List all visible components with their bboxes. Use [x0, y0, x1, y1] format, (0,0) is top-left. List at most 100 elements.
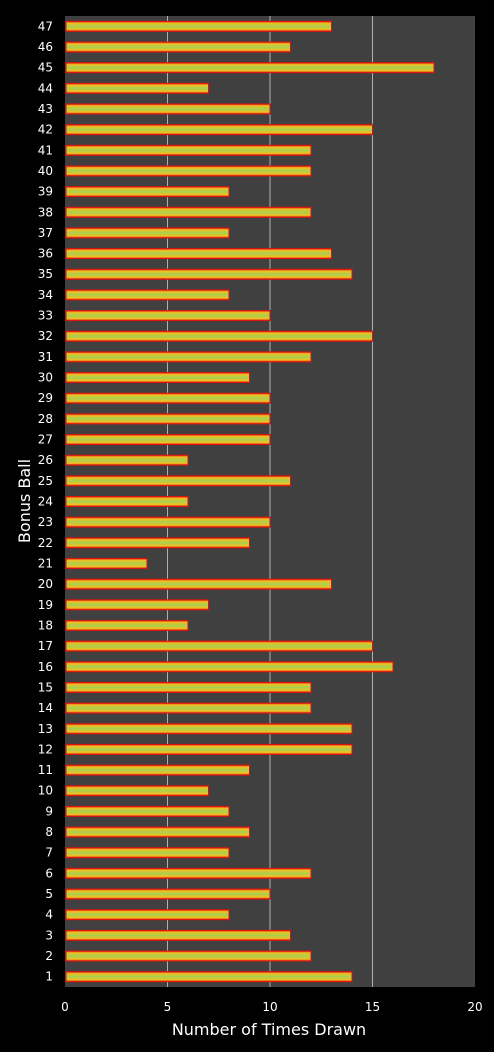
- x-tick-label: 0: [61, 1000, 69, 1014]
- bar-ball-3: [65, 929, 291, 941]
- y-tick-label: 14: [38, 701, 53, 715]
- bar-ball-14: [65, 702, 312, 714]
- bar-ball-5: [65, 888, 271, 900]
- y-tick-label: 32: [38, 329, 53, 343]
- y-tick-label: 2: [45, 949, 53, 963]
- bar-ball-22: [65, 537, 250, 549]
- bar-ball-2: [65, 950, 312, 962]
- bar-ball-39: [65, 186, 230, 198]
- y-tick-label: 35: [38, 267, 53, 281]
- bar-ball-40: [65, 165, 312, 177]
- y-tick-label: 42: [38, 123, 53, 137]
- bar-ball-30: [65, 372, 250, 384]
- y-tick-label: 46: [38, 40, 53, 54]
- x-axis-title: Number of Times Drawn: [172, 1020, 366, 1039]
- x-tick-label: 5: [164, 1000, 172, 1014]
- y-tick-label: 45: [38, 61, 53, 75]
- y-tick-label: 28: [38, 412, 53, 426]
- y-tick-label: 43: [38, 102, 53, 116]
- bar-ball-15: [65, 681, 312, 693]
- bar-ball-20: [65, 578, 332, 590]
- bar-ball-23: [65, 516, 271, 528]
- bar-ball-44: [65, 82, 209, 94]
- bar-ball-43: [65, 103, 271, 115]
- bar-ball-26: [65, 454, 189, 466]
- y-tick-label: 16: [38, 660, 53, 674]
- bar-ball-8: [65, 826, 250, 838]
- y-tick-label: 24: [38, 495, 53, 509]
- bar-ball-47: [65, 20, 332, 32]
- y-tick-label: 26: [38, 453, 53, 467]
- bar-ball-35: [65, 268, 353, 280]
- y-tick-label: 27: [38, 433, 53, 447]
- bar-ball-1: [65, 971, 353, 983]
- bar-ball-45: [65, 62, 435, 74]
- bar-ball-25: [65, 475, 291, 487]
- y-tick-label: 29: [38, 391, 53, 405]
- bar-ball-33: [65, 310, 271, 322]
- y-tick-label: 22: [38, 536, 53, 550]
- bar-ball-17: [65, 640, 373, 652]
- bar-ball-46: [65, 41, 291, 53]
- bar-ball-27: [65, 434, 271, 446]
- y-tick-label: 20: [38, 577, 53, 591]
- y-tick-label: 31: [38, 350, 53, 364]
- x-tick-label: 20: [467, 1000, 482, 1014]
- bar-ball-9: [65, 805, 230, 817]
- y-tick-label: 1: [45, 970, 53, 984]
- x-tick-label: 10: [262, 1000, 277, 1014]
- y-axis-title: Bonus Ball: [15, 459, 34, 543]
- y-tick-label: 36: [38, 247, 53, 261]
- y-tick-label: 25: [38, 474, 53, 488]
- x-tick-label: 15: [365, 1000, 380, 1014]
- y-tick-label: 18: [38, 618, 53, 632]
- bar-ball-38: [65, 206, 312, 218]
- bar-ball-18: [65, 619, 189, 631]
- y-tick-label: 8: [45, 825, 53, 839]
- bar-ball-32: [65, 330, 373, 342]
- bar-ball-19: [65, 599, 209, 611]
- bar-ball-28: [65, 413, 271, 425]
- y-tick-label: 30: [38, 371, 53, 385]
- y-tick-label: 41: [38, 143, 53, 157]
- y-tick-label: 47: [38, 19, 53, 33]
- bar-ball-16: [65, 661, 394, 673]
- bar-ball-12: [65, 743, 353, 755]
- y-tick-label: 17: [38, 639, 53, 653]
- y-tick-label: 39: [38, 185, 53, 199]
- y-tick-label: 6: [45, 866, 53, 880]
- bar-ball-11: [65, 764, 250, 776]
- y-tick-label: 33: [38, 309, 53, 323]
- y-tick-label: 5: [45, 887, 53, 901]
- bar-ball-21: [65, 557, 148, 569]
- y-tick-label: 44: [38, 81, 53, 95]
- y-tick-label: 15: [38, 680, 53, 694]
- y-tick-label: 7: [45, 846, 53, 860]
- bar-ball-36: [65, 248, 332, 260]
- y-tick-label: 11: [38, 763, 53, 777]
- bar-ball-34: [65, 289, 230, 301]
- y-tick-label: 21: [38, 556, 53, 570]
- bar-ball-42: [65, 124, 373, 136]
- y-tick-label: 3: [45, 928, 53, 942]
- bar-ball-10: [65, 785, 209, 797]
- y-tick-label: 23: [38, 515, 53, 529]
- bar-ball-4: [65, 909, 230, 921]
- y-tick-label: 34: [38, 288, 53, 302]
- y-tick-label: 19: [38, 598, 53, 612]
- bar-ball-13: [65, 723, 353, 735]
- y-tick-label: 10: [38, 784, 53, 798]
- bar-ball-6: [65, 867, 312, 879]
- y-tick-label: 12: [38, 742, 53, 756]
- bar-ball-37: [65, 227, 230, 239]
- bar-ball-41: [65, 144, 312, 156]
- y-tick-label: 40: [38, 164, 53, 178]
- bar-ball-31: [65, 351, 312, 363]
- bar-ball-29: [65, 392, 271, 404]
- y-tick-label: 37: [38, 226, 53, 240]
- y-tick-label: 4: [45, 908, 53, 922]
- y-tick-label: 38: [38, 205, 53, 219]
- bar-ball-24: [65, 496, 189, 507]
